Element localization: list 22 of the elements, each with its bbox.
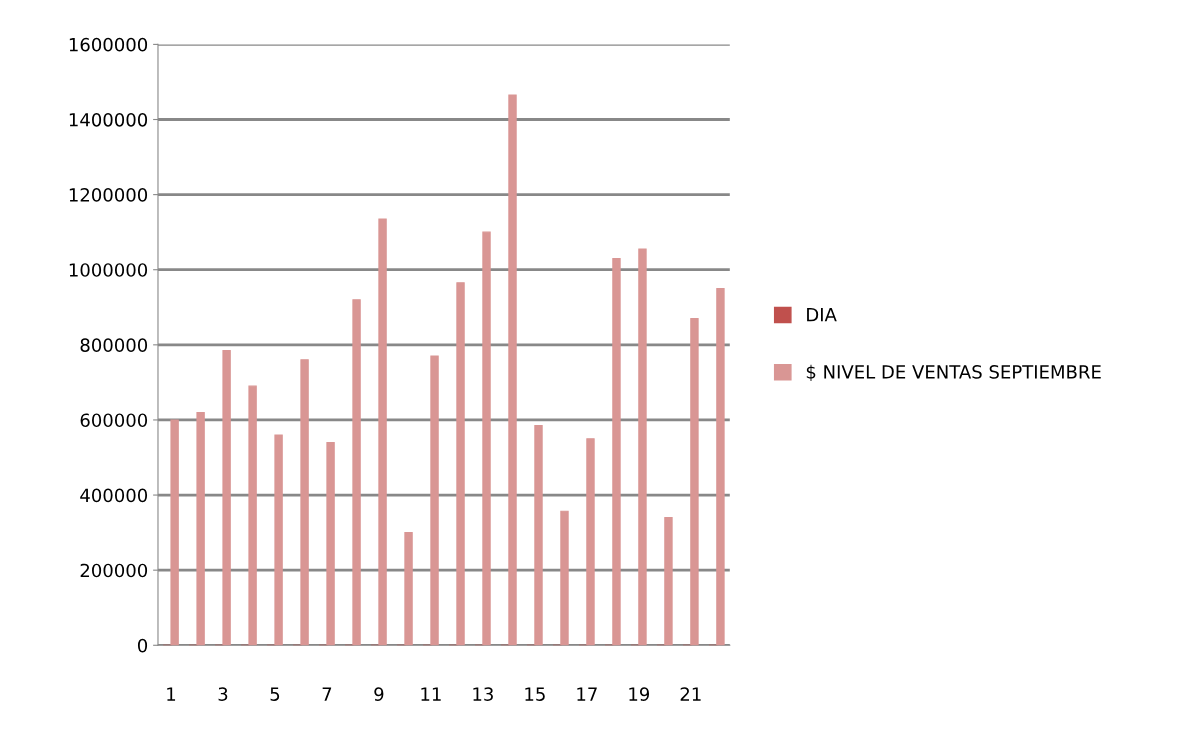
y-tick-label: 0 [137, 638, 148, 653]
x-tick-label: 1 [167, 687, 176, 701]
x-tick-label: 5 [270, 687, 280, 701]
y-tick-label: 200000 [80, 563, 148, 578]
x-tick-label: 9 [374, 687, 384, 701]
y-tick-label: 1600000 [69, 37, 148, 52]
y-tick-label: 1400000 [69, 112, 148, 127]
legend-label: DIA [807, 308, 837, 322]
x-tick-label: 15 [525, 687, 545, 701]
x-tick-label: 17 [577, 687, 597, 701]
x-tick-label: 3 [218, 687, 228, 701]
x-tick-label: 11 [421, 687, 441, 701]
x-tick-label: 21 [680, 687, 701, 701]
y-tick-label: 400000 [80, 488, 148, 503]
y-tick-label: 1000000 [69, 263, 148, 277]
y-tick-label: 600000 [80, 413, 148, 428]
x-tick-label: 13 [473, 687, 493, 701]
y-tick-label: 800000 [80, 338, 148, 352]
legend-label: $ NIVEL DE VENTAS SEPTIEMBRE [806, 364, 1101, 382]
y-tick-label: 1200000 [69, 188, 148, 202]
x-tick-label: 7 [322, 687, 332, 701]
x-tick-label: 19 [629, 687, 650, 701]
